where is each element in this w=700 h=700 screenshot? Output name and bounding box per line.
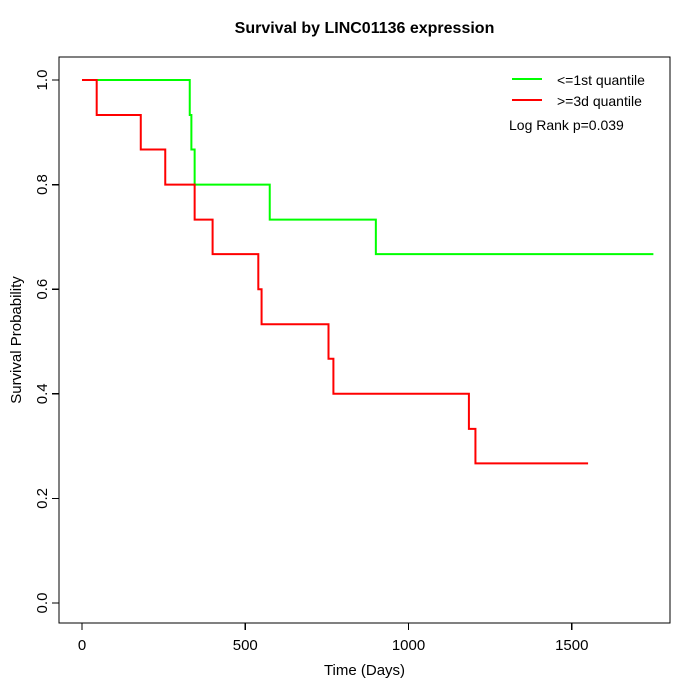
survival-curve-high-expression <box>82 79 589 465</box>
plot-box <box>58 56 671 624</box>
y-tick-label: 1.0 <box>34 70 51 91</box>
x-tick-label: 1500 <box>555 637 588 654</box>
survival-curve-low-expression <box>82 79 654 256</box>
x-tick-label: 0 <box>78 637 86 654</box>
legend-label-low-expression: <=1st quantile <box>557 72 645 88</box>
y-tick-label: 0.6 <box>34 279 51 300</box>
x-tick-label: 1000 <box>392 637 425 654</box>
y-tick-label: 0.8 <box>34 174 51 195</box>
y-tick-label: 0.0 <box>34 593 51 614</box>
x-axis-label: Time (Days) <box>323 662 406 679</box>
log-rank-annotation: Log Rank p=0.039 <box>509 117 624 133</box>
y-tick-label: 0.4 <box>34 383 51 404</box>
y-axis-label: Survival Probability <box>8 276 25 404</box>
legend-label-high-expression: >=3d quantile <box>557 93 642 109</box>
y-tick-label: 0.2 <box>34 488 51 509</box>
chart-title: Survival by LINC01136 expression <box>234 20 495 37</box>
x-tick-label: 500 <box>233 637 258 654</box>
